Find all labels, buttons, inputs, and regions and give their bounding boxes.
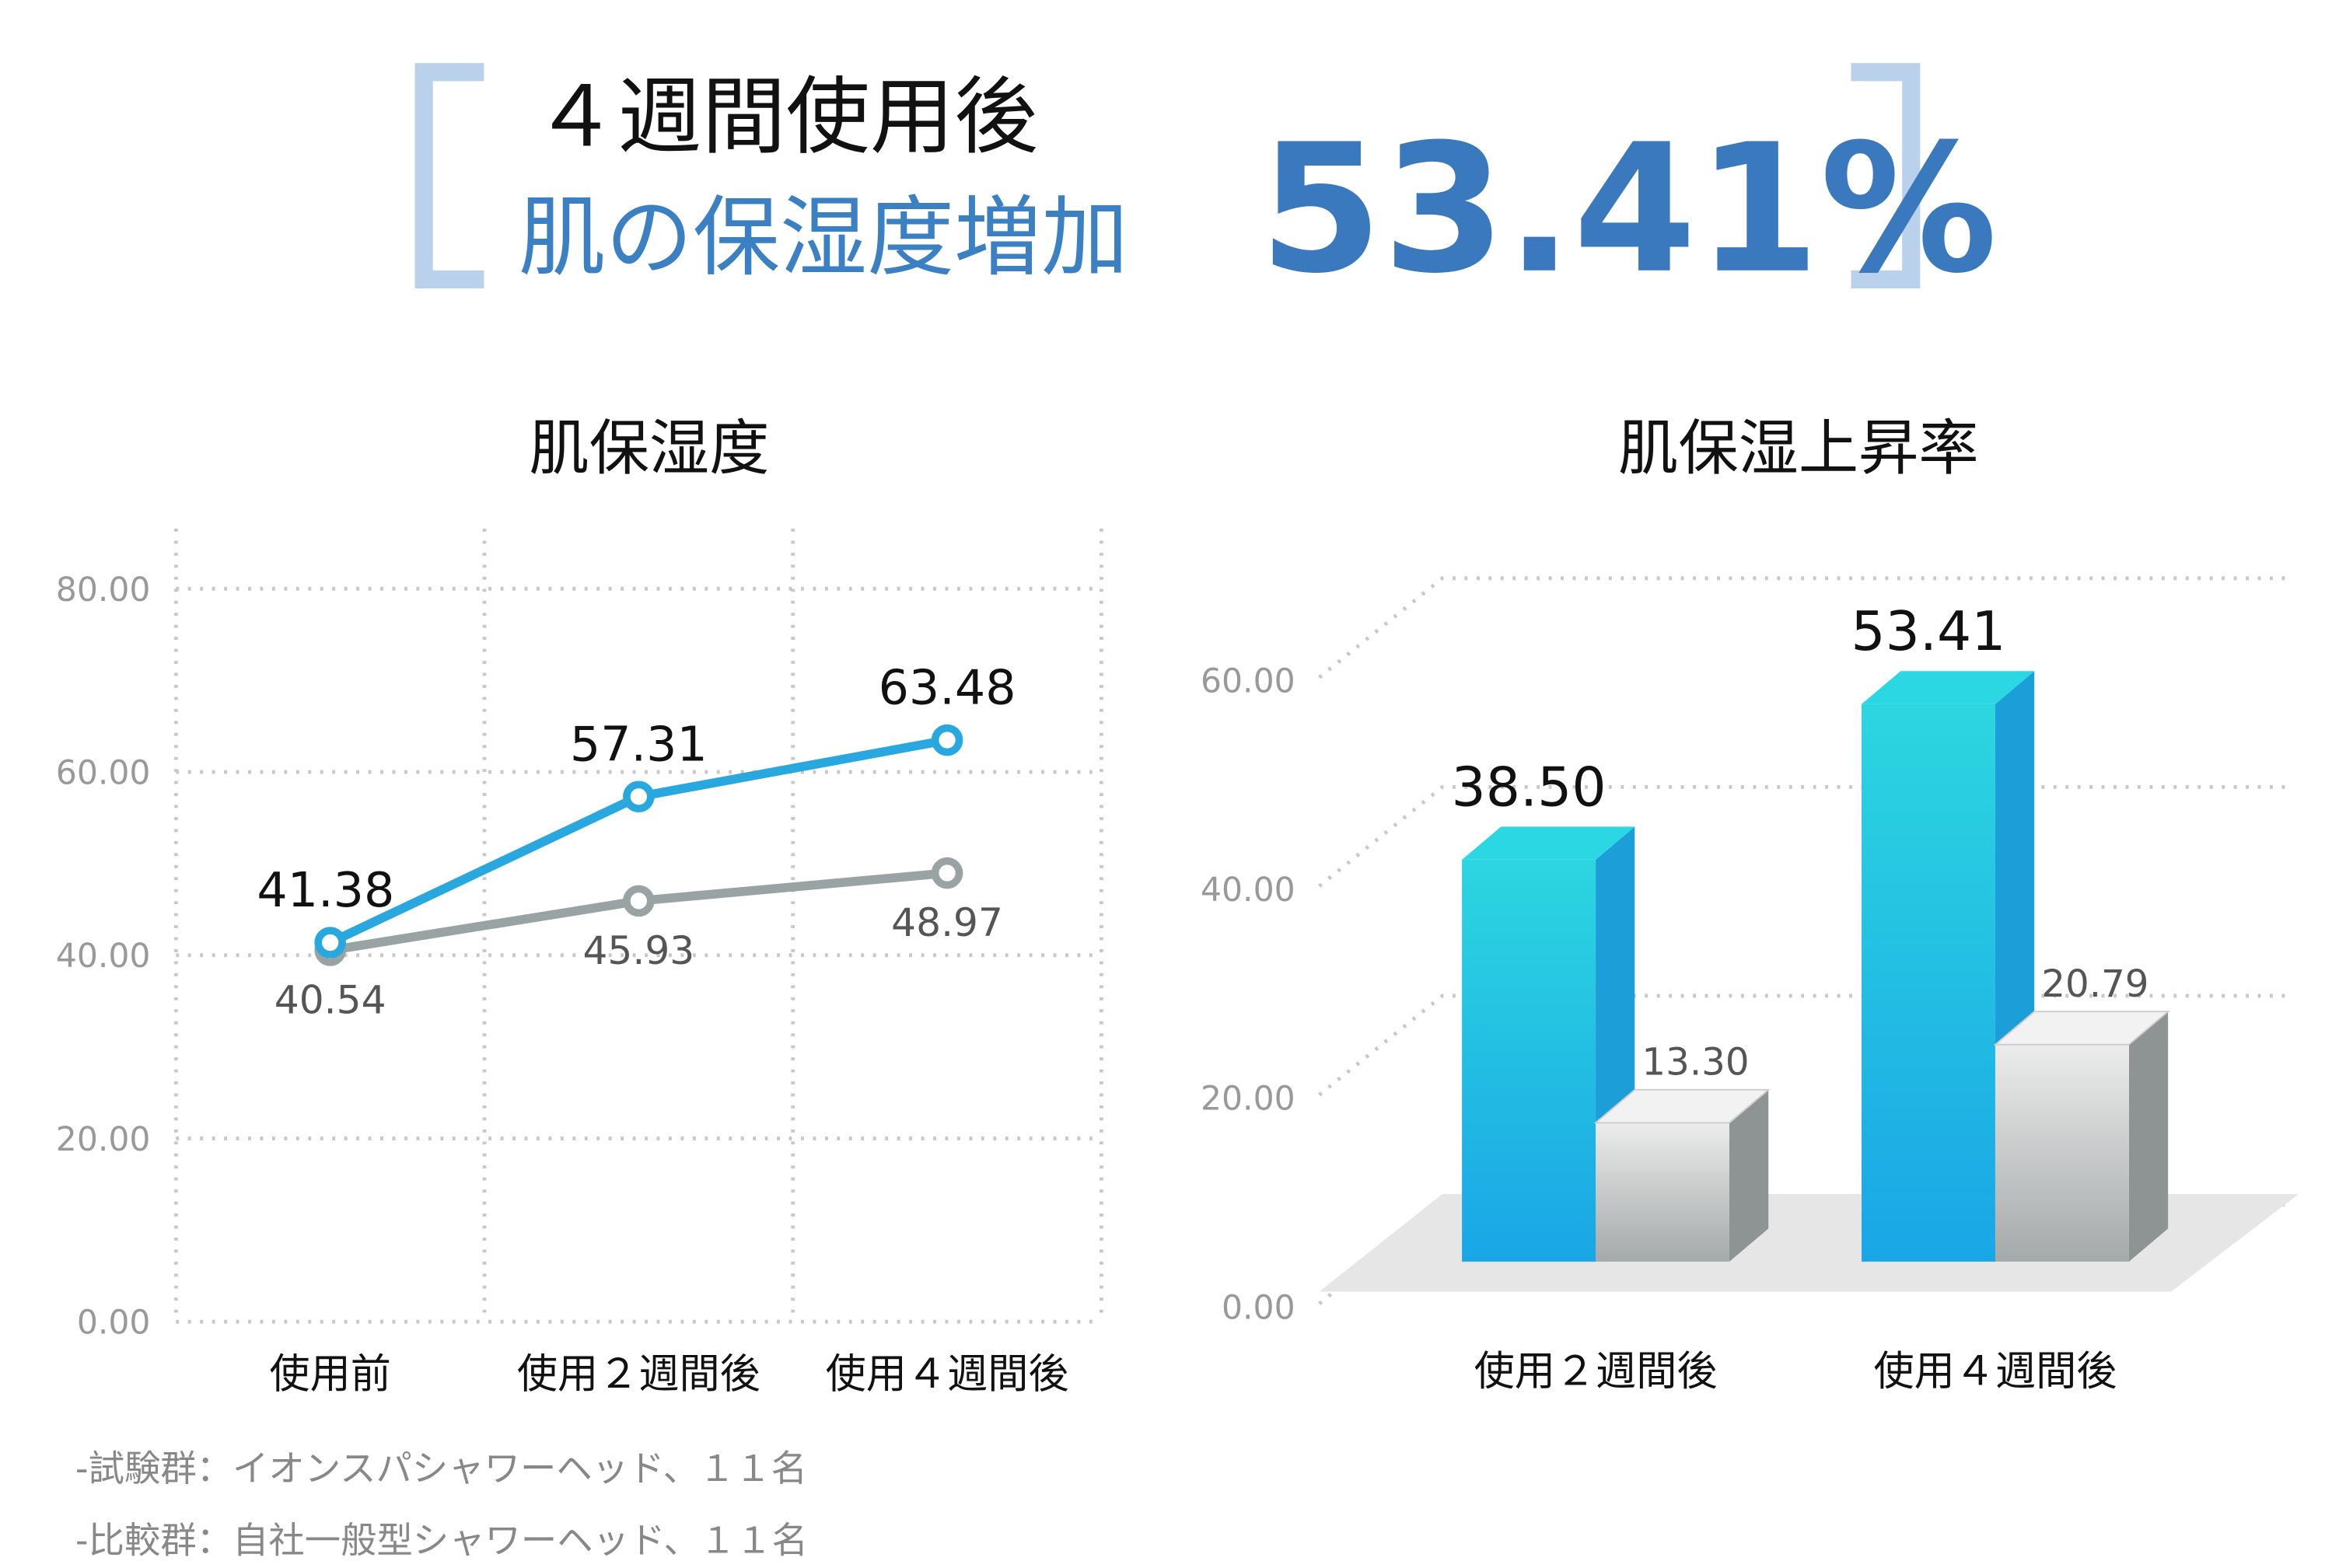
bar-top bbox=[1462, 826, 1635, 860]
chart-title: 肌保湿度 bbox=[529, 414, 769, 484]
x-tick-label: 使用４週間後 bbox=[826, 1351, 1069, 1398]
bar-side bbox=[2128, 1011, 2169, 1262]
y-tick-label: 0.00 bbox=[77, 1304, 151, 1343]
bar bbox=[1995, 1044, 2129, 1262]
data-label: 45.93 bbox=[582, 927, 694, 973]
note: -試験群：イオンスパシャワーヘッド、１１名 bbox=[75, 1448, 807, 1489]
headline: 53.41% bbox=[1259, 106, 1998, 313]
header-line1: ４週間使用後 bbox=[533, 68, 1038, 166]
bracket-right bbox=[1851, 63, 1921, 288]
data-label: 13.30 bbox=[1641, 1040, 1749, 1084]
data-label: 48.97 bbox=[891, 899, 1003, 945]
point bbox=[623, 885, 655, 917]
point bbox=[623, 781, 655, 813]
bracket-left bbox=[414, 63, 484, 288]
data-label: 20.79 bbox=[2041, 962, 2148, 1006]
bar-side bbox=[1729, 1089, 1769, 1262]
x-tick-label: 使用前 bbox=[269, 1351, 390, 1398]
point bbox=[931, 857, 963, 889]
data-label: 41.38 bbox=[257, 862, 394, 918]
bar-top bbox=[1593, 1088, 1771, 1124]
bar-top bbox=[1862, 671, 2035, 704]
note: -比較群：自社一般型シャワーヘッド、１１名 bbox=[75, 1520, 808, 1562]
bar-top bbox=[1993, 1011, 2170, 1046]
y-tick-label: 20.00 bbox=[1201, 1081, 1295, 1119]
header-line2: 肌の保湿度増加 bbox=[519, 187, 1128, 288]
y-tick-label: 80.00 bbox=[56, 571, 151, 609]
point bbox=[314, 927, 346, 959]
y-tick-label: 40.00 bbox=[1201, 871, 1295, 910]
x-tick-label: 使用４週間後 bbox=[1873, 1348, 2117, 1395]
data-label: 40.54 bbox=[274, 977, 386, 1023]
y-tick-label: 60.00 bbox=[1201, 663, 1295, 701]
y-tick-label: 20.00 bbox=[56, 1121, 151, 1159]
chart-title: 肌保湿上昇率 bbox=[1618, 414, 1979, 484]
bar bbox=[1596, 1123, 1729, 1262]
y-tick-label: 60.00 bbox=[56, 755, 151, 793]
grid-line bbox=[1318, 576, 2292, 679]
x-tick-label: 使用２週間後 bbox=[517, 1351, 760, 1398]
point bbox=[931, 724, 963, 756]
data-label: 57.31 bbox=[570, 716, 708, 772]
y-tick-label: 40.00 bbox=[56, 938, 151, 976]
bar bbox=[1462, 859, 1596, 1262]
bar bbox=[1862, 704, 1995, 1262]
data-label: 38.50 bbox=[1452, 756, 1607, 819]
y-tick-label: 0.00 bbox=[1222, 1289, 1295, 1327]
data-label: 63.48 bbox=[879, 660, 1016, 716]
data-label: 53.41 bbox=[1851, 600, 2005, 663]
x-tick-label: 使用２週間後 bbox=[1474, 1348, 1718, 1395]
